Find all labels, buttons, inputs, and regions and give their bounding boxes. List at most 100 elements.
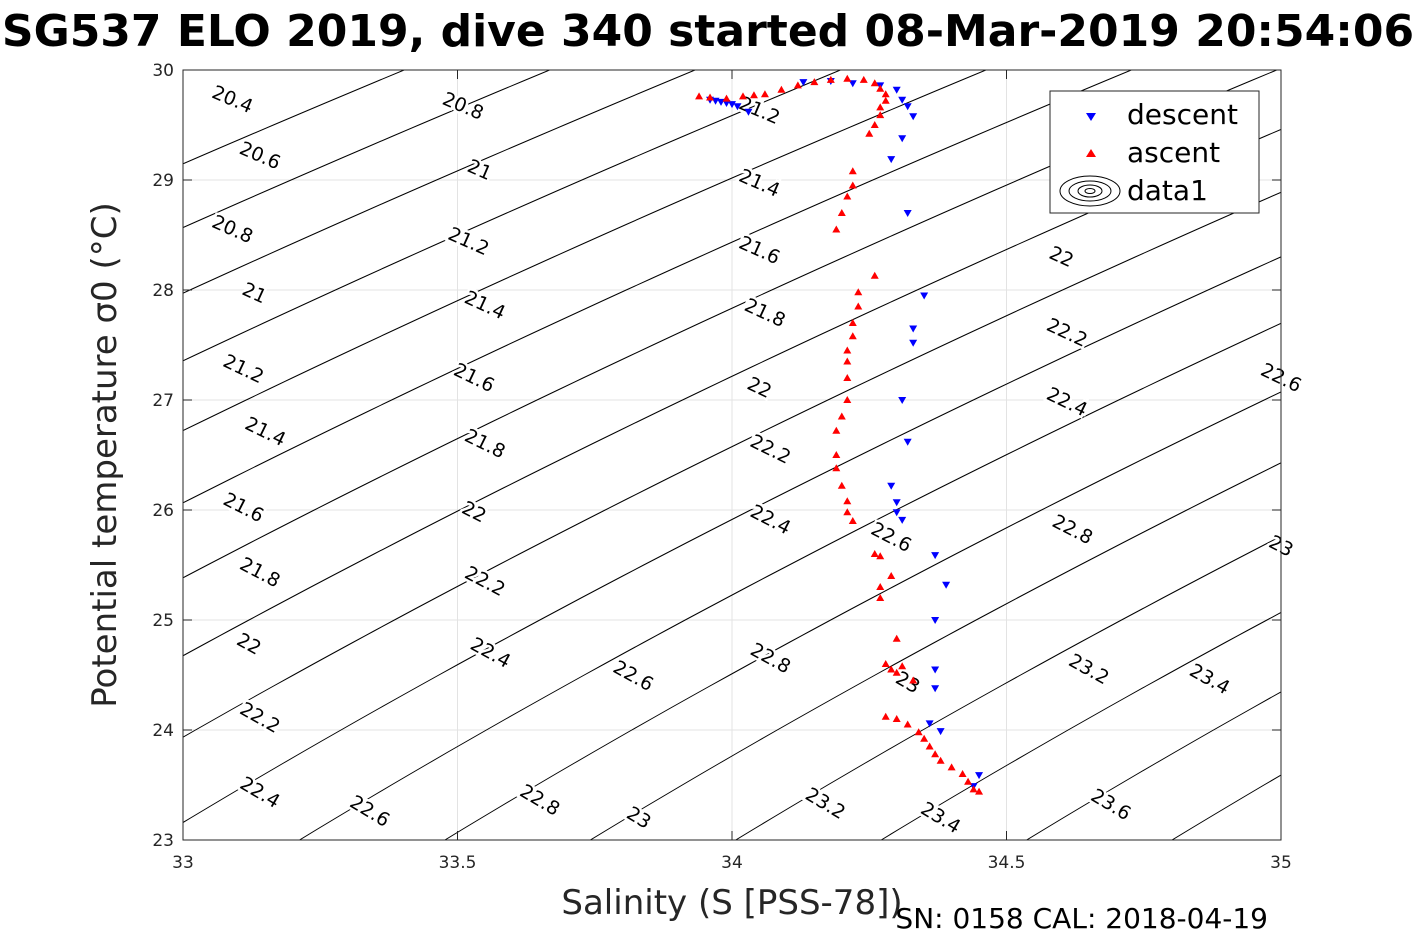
ascent-point xyxy=(975,787,984,795)
ascent-point xyxy=(738,92,747,100)
ascent-point xyxy=(892,668,901,676)
ascent-point xyxy=(832,225,841,233)
ascent-point xyxy=(865,129,874,137)
ascent-point xyxy=(881,660,890,667)
descent-point xyxy=(898,397,907,404)
ascent-point xyxy=(843,346,852,354)
descent-point xyxy=(898,96,907,104)
descent-point xyxy=(909,339,918,347)
ascent-point xyxy=(848,319,857,326)
ascent-point xyxy=(843,374,852,381)
ascent-point xyxy=(947,763,956,771)
descent-point xyxy=(942,581,951,589)
ascent-point xyxy=(903,720,912,728)
ascent-point xyxy=(760,90,769,98)
ascent-point xyxy=(881,90,890,98)
ascent-point xyxy=(848,181,857,189)
legend-contour-icon xyxy=(1059,175,1121,207)
descent-point xyxy=(848,80,857,88)
ascent-point xyxy=(749,91,758,99)
y-tick-label: 24 xyxy=(152,721,174,741)
ascent-point xyxy=(832,451,841,458)
ascent-point xyxy=(914,728,923,736)
y-tick-label: 25 xyxy=(152,611,174,631)
x-tick-label: 35 xyxy=(1270,853,1292,873)
descent-point xyxy=(975,772,984,780)
legend-ascent-label: ascent xyxy=(1127,136,1220,169)
x-axis-label: Salinity (S [PSS-78]) xyxy=(561,883,902,923)
ascent-point xyxy=(837,412,846,420)
ascent-point xyxy=(936,756,945,764)
isopycnal-line xyxy=(183,191,1281,738)
ascent-point xyxy=(793,81,802,89)
ascent-point xyxy=(848,332,857,340)
isopycnal-line xyxy=(183,70,1132,504)
ascent-point xyxy=(876,84,885,92)
ascent-point xyxy=(832,464,841,472)
ascent-point xyxy=(843,508,852,516)
grid-lines xyxy=(182,69,1282,841)
isopycnal-line xyxy=(299,322,1281,840)
legend-box xyxy=(1049,90,1260,214)
descent-point xyxy=(887,482,896,490)
x-tick-label: 33 xyxy=(172,853,194,873)
isopycnal-line xyxy=(735,535,1281,840)
isopycnal-line xyxy=(590,462,1281,840)
descent-point xyxy=(733,103,742,111)
ascent-point xyxy=(931,750,940,758)
ascent-point xyxy=(854,288,863,296)
isopycnal-line xyxy=(1026,691,1281,840)
ascent-point xyxy=(870,121,879,128)
ascent-point xyxy=(706,93,715,101)
isopycnal-line xyxy=(183,70,987,432)
ascent-point xyxy=(876,594,885,601)
legend-descent-marker xyxy=(1086,113,1096,121)
ascent-point xyxy=(843,497,852,505)
ascent-point xyxy=(837,209,846,216)
isopycnal-line xyxy=(183,70,1277,579)
descent-point xyxy=(887,156,896,164)
descent-point xyxy=(799,79,808,87)
isopycnal-line xyxy=(880,611,1281,840)
isopycnal-line xyxy=(183,256,1281,824)
ascent-point xyxy=(898,662,907,670)
isopycnal-line xyxy=(183,70,841,362)
ascent-point xyxy=(837,481,846,489)
descent-point xyxy=(931,666,940,674)
y-tick-label: 23 xyxy=(152,831,174,851)
descent-point xyxy=(892,86,901,94)
ascent-point xyxy=(958,770,967,777)
ascent-point xyxy=(848,517,857,524)
ascent-point xyxy=(843,396,852,403)
ascent-point xyxy=(964,777,973,785)
ascent-point xyxy=(969,785,978,793)
descent-point xyxy=(931,685,940,693)
isopycnal-line xyxy=(183,70,550,229)
legend-descent-label: descent xyxy=(1127,98,1238,131)
ascent-point xyxy=(920,734,929,742)
y-tick-label: 30 xyxy=(152,61,174,81)
descent-point xyxy=(909,325,918,333)
descent-point xyxy=(728,101,736,109)
y-axis-label: Potential temperature σ0 (°C) xyxy=(85,202,125,708)
ascent-point xyxy=(722,94,731,102)
y-tick-label: 27 xyxy=(152,391,174,411)
descent-point xyxy=(892,509,901,517)
axis-ticks: 33 33.5 34 34.5 35 23 24 25 26 27 28 29 30 xyxy=(152,61,1291,873)
ascent-point xyxy=(887,572,896,579)
descent-point xyxy=(892,499,901,507)
descent-point xyxy=(925,720,934,728)
ascent-point xyxy=(859,75,868,83)
ascent-point xyxy=(777,85,786,93)
ascent-point xyxy=(876,583,885,590)
ascent-point xyxy=(881,96,890,104)
ascent-point xyxy=(870,550,879,557)
ascent-point xyxy=(876,111,885,119)
ascent-point xyxy=(695,92,704,100)
descent-point xyxy=(898,516,907,524)
ascent-point xyxy=(843,74,852,82)
ascent-point xyxy=(854,302,863,310)
legend-data1-label: data1 xyxy=(1127,174,1208,207)
data-points xyxy=(695,74,984,795)
